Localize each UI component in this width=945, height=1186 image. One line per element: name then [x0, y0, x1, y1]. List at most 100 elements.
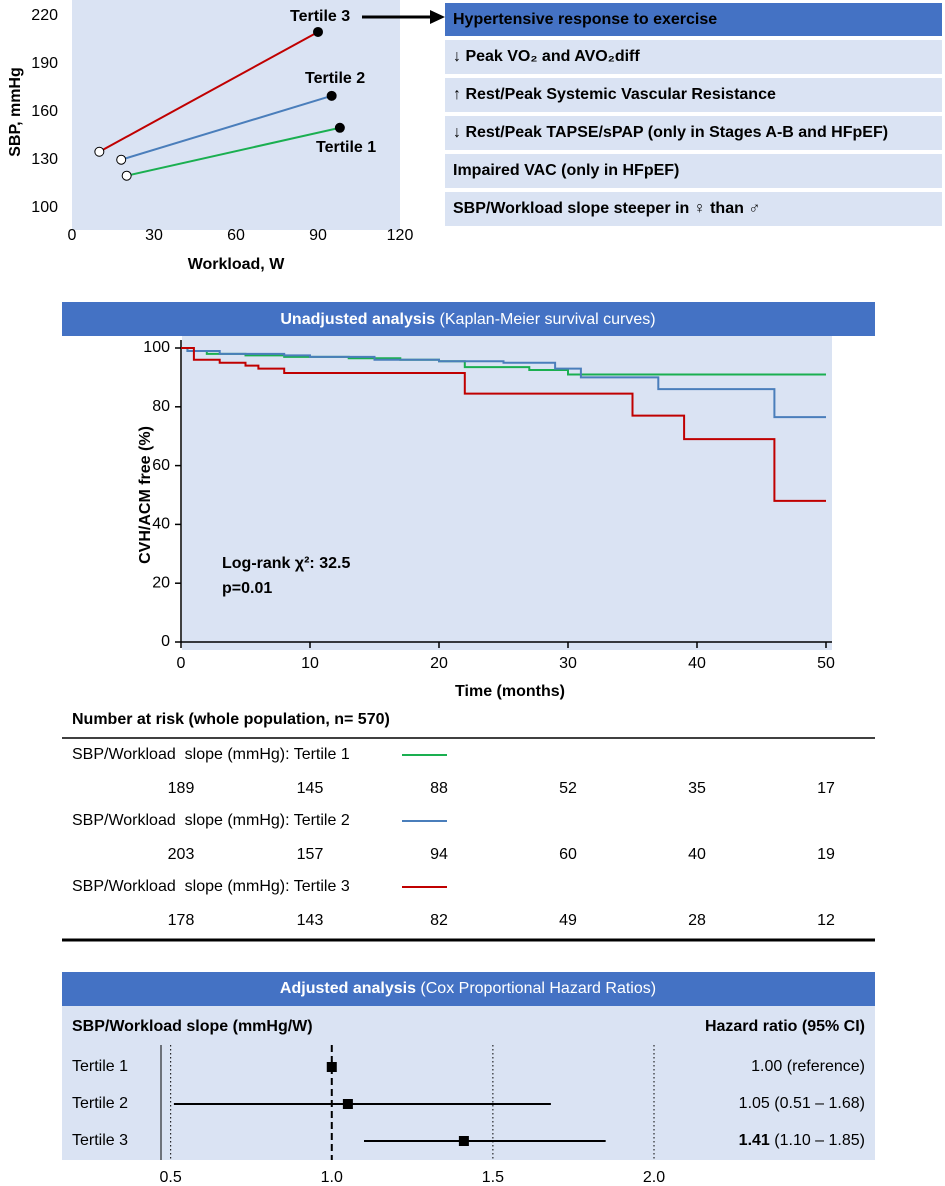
x-tick-label: 0 — [177, 655, 186, 672]
series-line — [126, 126, 341, 177]
table-cell: 82 — [430, 912, 448, 929]
table-cell: 94 — [430, 846, 448, 863]
table-cell: 49 — [559, 912, 577, 929]
survival-curve — [181, 347, 826, 419]
series-label: Tertile 1 — [316, 139, 376, 156]
y-tick-label: 190 — [31, 55, 58, 72]
data-point — [121, 170, 132, 181]
table-cell: 88 — [430, 780, 448, 797]
data-point — [334, 122, 345, 133]
table-cell: 28 — [688, 912, 706, 929]
row-label: SBP/Workload slope (mmHg): Tertile 2 — [72, 812, 350, 829]
plot-background — [62, 1006, 875, 1160]
finding-item: SBP/Workload slope steeper in ♀ than ♂ — [453, 200, 760, 217]
x-tick-label: 10 — [301, 655, 319, 672]
column-header: SBP/Workload slope (mmHg/W) — [72, 1018, 313, 1035]
header-bold: Unadjusted analysis — [280, 311, 435, 328]
table-cell: 157 — [297, 846, 324, 863]
data-point — [94, 146, 105, 157]
table-cell: 17 — [817, 780, 835, 797]
y-axis-label: SBP, mmHg — [7, 67, 24, 157]
y-tick-label: 0 — [161, 633, 170, 650]
x-tick-label: 90 — [309, 227, 327, 244]
x-tick-label: 60 — [227, 227, 245, 244]
x-tick-label: 0.5 — [160, 1169, 182, 1186]
data-point — [326, 90, 337, 101]
series-label: Tertile 2 — [305, 70, 365, 87]
y-axis-label: CVH/ACM free (%) — [137, 426, 154, 564]
x-axis-label: Time (months) — [455, 683, 565, 700]
x-axis-label: Workload, W — [188, 256, 285, 273]
annotation: p=0.01 — [222, 580, 272, 597]
x-tick-label: 50 — [817, 655, 835, 672]
y-tick-label: 40 — [152, 516, 170, 533]
header-bold: Adjusted analysis — [280, 980, 416, 997]
finding-row — [445, 116, 942, 150]
x-tick-label: 120 — [387, 227, 414, 244]
category-label: Tertile 2 — [72, 1095, 128, 1112]
y-tick-label: 60 — [152, 457, 170, 474]
table-cell: 35 — [688, 780, 706, 797]
header-title: Unadjusted analysis (Kaplan-Meier surviv… — [280, 311, 655, 328]
annotation: Log-rank χ²: 32.5 — [222, 555, 350, 572]
hr-ci: (reference) — [787, 1058, 865, 1075]
hr-value: 1.41 — [739, 1132, 770, 1149]
category-label: Tertile 3 — [72, 1132, 128, 1149]
plot-background — [182, 336, 832, 650]
data-point — [116, 154, 127, 165]
table-cell: 189 — [168, 780, 195, 797]
finding-item: Impaired VAC (only in HFpEF) — [453, 162, 679, 179]
table-cell: 40 — [688, 846, 706, 863]
series-line — [98, 31, 319, 153]
x-tick-label: 0 — [68, 227, 77, 244]
y-tick-label: 20 — [152, 574, 170, 591]
finding-row — [445, 78, 942, 112]
hr-ci: (1.10 – 1.85) — [774, 1132, 865, 1149]
series-line — [120, 94, 332, 161]
finding-item: ↑ Rest/Peak Systemic Vascular Resistance — [453, 86, 776, 103]
table-title: Number at risk (whole population, n= 570… — [72, 711, 390, 728]
finding-row — [445, 40, 942, 74]
table-cell: 19 — [817, 846, 835, 863]
plot-background — [72, 0, 400, 230]
findings-title: Hypertensive response to exercise — [453, 11, 717, 28]
row-label: SBP/Workload slope (mmHg): Tertile 3 — [72, 878, 350, 895]
table-cell: 145 — [297, 780, 324, 797]
x-tick-label: 1.0 — [321, 1169, 343, 1186]
survival-curve — [181, 347, 826, 502]
hr-label: 1.41 (1.10 – 1.85) — [739, 1132, 865, 1149]
y-tick-label: 220 — [31, 7, 58, 24]
x-tick-label: 30 — [559, 655, 577, 672]
findings-header — [445, 3, 942, 36]
y-tick-label: 130 — [31, 151, 58, 168]
hr-value: 1.05 — [739, 1095, 770, 1112]
y-tick-label: 160 — [31, 103, 58, 120]
x-tick-label: 40 — [688, 655, 706, 672]
hr-label: 1.05 (0.51 – 1.68) — [739, 1095, 865, 1112]
arrow-head — [430, 10, 445, 24]
table-cell: 178 — [168, 912, 195, 929]
table-cell: 60 — [559, 846, 577, 863]
x-tick-label: 20 — [430, 655, 448, 672]
finding-row — [445, 192, 942, 226]
finding-row — [445, 154, 942, 188]
header-bar — [62, 972, 875, 1006]
header-subtitle: (Kaplan-Meier survival curves) — [440, 311, 656, 328]
hr-marker — [326, 1062, 337, 1072]
x-tick-label: 1.5 — [482, 1169, 504, 1186]
x-tick-label: 2.0 — [643, 1169, 665, 1186]
header-title: Adjusted analysis (Cox Proportional Haza… — [280, 980, 656, 997]
hr-ci: (0.51 – 1.68) — [774, 1095, 865, 1112]
finding-item: ↓ Rest/Peak TAPSE/sPAP (only in Stages A… — [453, 124, 888, 141]
row-label: SBP/Workload slope (mmHg): Tertile 1 — [72, 746, 350, 763]
category-label: Tertile 1 — [72, 1058, 128, 1075]
table-cell: 143 — [297, 912, 324, 929]
finding-item: ↓ Peak VO₂ and AVO₂diff — [453, 48, 640, 65]
y-tick-label: 80 — [152, 398, 170, 415]
y-tick-label: 100 — [143, 339, 170, 356]
hr-marker — [342, 1099, 353, 1109]
table-cell: 12 — [817, 912, 835, 929]
header-subtitle: (Cox Proportional Hazard Ratios) — [420, 980, 656, 997]
x-tick-label: 30 — [145, 227, 163, 244]
